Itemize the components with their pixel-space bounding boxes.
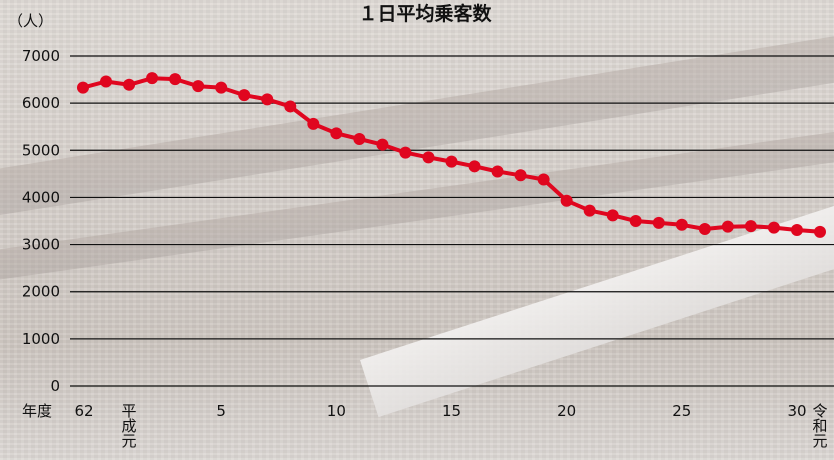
data-point — [583, 204, 596, 217]
y-tick-label: 4000 — [22, 188, 60, 206]
y-axis-unit-label: （人） — [8, 12, 53, 30]
y-tick-label: 1000 — [22, 330, 60, 348]
x-axis-ticks: 62 平成元 5 10 15 20 25 30 令和元 — [74, 402, 827, 450]
data-point — [514, 169, 527, 182]
data-point — [77, 81, 89, 94]
data-point — [192, 80, 205, 93]
data-point — [238, 89, 251, 102]
data-point — [491, 165, 504, 178]
data-point — [790, 223, 803, 236]
data-point — [629, 215, 642, 227]
data-point — [146, 72, 159, 85]
data-point — [698, 223, 711, 236]
series-line — [82, 76, 821, 234]
data-point — [767, 221, 780, 234]
data-point — [376, 138, 389, 151]
y-tick-label: 6000 — [22, 94, 60, 112]
x-tick-label: 30 — [787, 402, 806, 420]
data-point — [445, 155, 458, 168]
y-tick-label: 7000 — [22, 47, 60, 65]
chart-title: １日平均乗客数 — [358, 2, 492, 25]
y-tick-label: 0 — [50, 377, 60, 395]
x-tick-label: 平成元 — [122, 402, 137, 450]
x-tick-label: 令和元 — [812, 402, 827, 450]
data-point — [560, 194, 573, 207]
x-tick-label: 62 — [74, 402, 93, 420]
data-point — [721, 220, 734, 233]
y-axis-ticks: 0 1000 2000 3000 4000 5000 6000 7000 — [22, 47, 60, 395]
data-point — [422, 151, 435, 164]
grid — [70, 55, 834, 387]
x-tick-label: 10 — [327, 402, 346, 420]
data-point — [169, 73, 182, 86]
data-point — [814, 225, 826, 238]
y-tick-label: 5000 — [22, 141, 60, 159]
data-point — [468, 160, 481, 173]
x-tick-label: 20 — [557, 402, 576, 420]
data-point — [744, 220, 757, 233]
x-tick-label: 25 — [672, 402, 691, 420]
y-tick-label: 3000 — [22, 236, 60, 254]
data-points — [77, 72, 826, 238]
x-tick-label: 5 — [216, 402, 226, 420]
data-point — [261, 93, 274, 106]
y-tick-label: 2000 — [22, 283, 60, 301]
data-point — [399, 146, 412, 159]
data-point — [123, 78, 136, 91]
data-point — [652, 216, 665, 229]
data-point — [284, 100, 297, 113]
data-point — [353, 132, 366, 145]
data-point — [330, 127, 343, 140]
x-axis-label: 年度 — [22, 402, 52, 420]
data-point — [537, 173, 550, 186]
data-point — [215, 81, 228, 94]
data-point — [675, 218, 688, 231]
data-point — [606, 209, 619, 222]
data-point — [307, 117, 320, 130]
data-point — [100, 75, 113, 88]
x-tick-label: 15 — [442, 402, 461, 420]
